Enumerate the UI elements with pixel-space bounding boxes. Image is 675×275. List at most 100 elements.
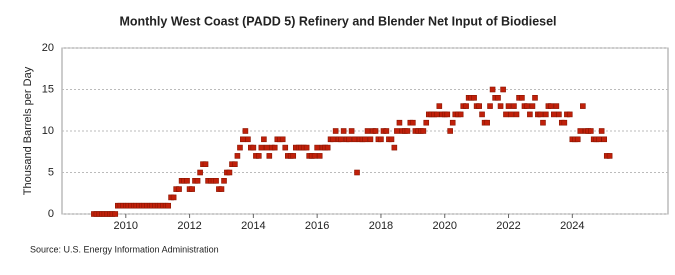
data-point [266, 153, 273, 159]
data-point [372, 128, 379, 134]
data-point [423, 119, 430, 126]
data-point [551, 111, 557, 118]
data-point [234, 153, 241, 159]
data-point [404, 128, 411, 134]
data-point [489, 86, 496, 93]
data-point [271, 144, 278, 151]
data-point [391, 144, 398, 151]
data-point [290, 153, 297, 159]
data-point [595, 136, 602, 143]
data-point [457, 111, 464, 118]
data-point [532, 95, 538, 101]
data-point [553, 103, 560, 109]
data-point [346, 136, 352, 143]
data-point [598, 128, 605, 134]
x-tick-label: 2016 [305, 220, 329, 232]
data-point [420, 128, 427, 134]
data-point [529, 103, 536, 109]
data-point [433, 111, 440, 118]
data-point [471, 95, 477, 101]
data-point [250, 144, 257, 151]
x-tick-label: 2020 [432, 220, 456, 232]
y-tick-label: 5 [48, 166, 54, 178]
data-point [213, 178, 219, 184]
data-point [194, 178, 201, 184]
data-point [540, 119, 546, 126]
data-point [503, 111, 509, 118]
source-note: Source: U.S. Energy Information Administ… [30, 244, 219, 254]
data-point [396, 119, 403, 126]
data-point [378, 136, 384, 143]
data-point [500, 86, 506, 93]
data-point [197, 169, 203, 176]
data-point [388, 136, 395, 143]
data-point [497, 103, 504, 109]
data-point [505, 103, 512, 109]
data-point [527, 111, 533, 118]
y-tick-label: 0 [48, 208, 54, 220]
data-point [495, 95, 501, 101]
data-point [479, 111, 485, 118]
data-point [444, 111, 451, 118]
data-point [566, 111, 573, 118]
data-point [330, 136, 336, 143]
data-point [324, 144, 331, 151]
data-point [394, 128, 400, 134]
data-point [311, 153, 318, 159]
data-point [574, 136, 581, 143]
data-point [351, 136, 358, 143]
data-point [165, 202, 172, 209]
data-point [332, 128, 339, 134]
data-point [367, 136, 374, 143]
data-point [176, 186, 182, 192]
data-point [282, 144, 289, 151]
data-point [112, 211, 119, 217]
data-point [240, 136, 246, 143]
data-point [561, 119, 568, 126]
data-point [463, 103, 469, 109]
data-point [513, 111, 520, 118]
x-tick-label: 2024 [560, 220, 584, 232]
data-point [487, 103, 493, 109]
data-point [261, 136, 267, 143]
data-point [447, 128, 453, 134]
data-point [232, 161, 238, 167]
data-point [316, 153, 323, 159]
data-point [449, 119, 456, 126]
data-point [348, 128, 355, 134]
data-point [548, 103, 554, 109]
y-tick-label: 15 [42, 83, 54, 95]
data-point [338, 136, 344, 143]
data-point [519, 95, 525, 101]
data-point [364, 128, 371, 134]
y-axis-label: Thousand Barrels per Day [22, 66, 34, 195]
data-point [237, 144, 243, 151]
data-point [279, 136, 286, 143]
data-point [258, 144, 265, 151]
x-tick-label: 2014 [241, 220, 265, 232]
data-point [436, 103, 443, 109]
data-point [245, 136, 251, 143]
data-point [221, 178, 227, 184]
x-tick-label: 2022 [496, 220, 520, 232]
data-point [511, 103, 517, 109]
data-point [601, 136, 608, 143]
data-point [218, 186, 225, 192]
data-point [242, 128, 249, 134]
data-point [508, 111, 514, 118]
data-point [537, 111, 544, 118]
data-point [202, 161, 209, 167]
data-point [340, 128, 347, 134]
data-point [410, 119, 416, 126]
data-point [383, 128, 390, 134]
x-tick-label: 2012 [177, 220, 201, 232]
data-point [184, 178, 190, 184]
data-point [303, 144, 310, 151]
x-tick-label: 2018 [369, 220, 393, 232]
y-tick-label: 10 [42, 125, 54, 137]
data-point [577, 128, 584, 134]
data-point [314, 144, 320, 151]
data-point [524, 103, 530, 109]
